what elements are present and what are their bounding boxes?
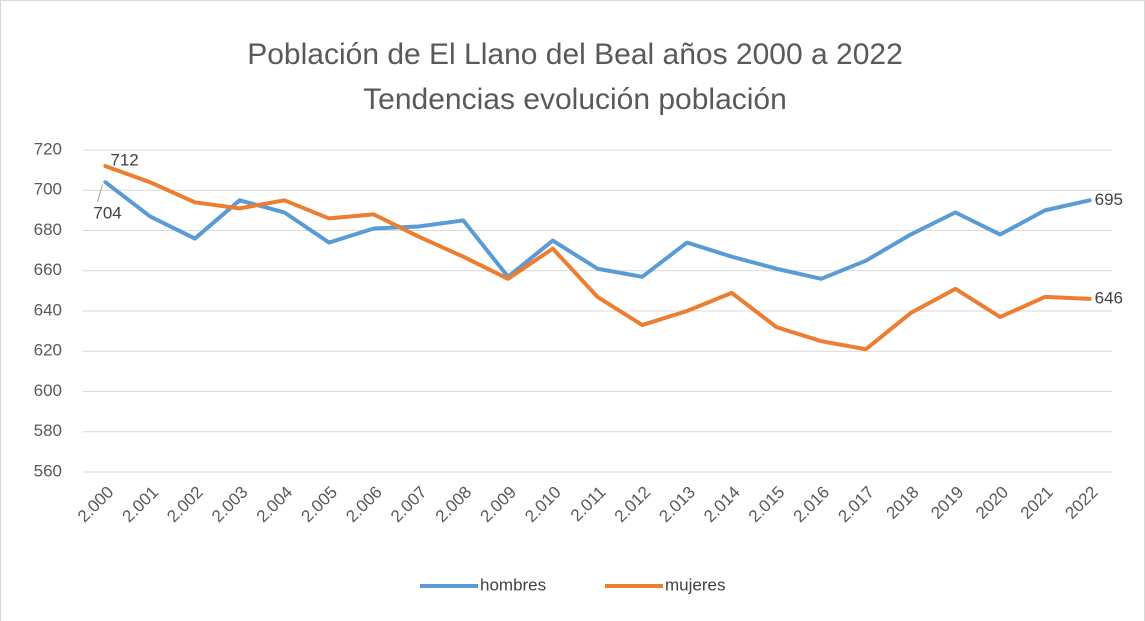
legend-label: mujeres [665, 575, 725, 594]
legend-label: hombres [480, 575, 546, 594]
label-leader [96, 185, 103, 203]
y-tick-label: 700 [34, 180, 62, 199]
chart-title: Población de El Llano del Beal años 2000… [247, 38, 903, 71]
data-line [103, 164, 1092, 352]
data-label: 704 [93, 204, 121, 223]
y-tick-label: 580 [34, 421, 62, 440]
data-label: 695 [1095, 190, 1123, 209]
y-tick-label: 600 [34, 381, 62, 400]
y-tick-label: 640 [34, 300, 62, 319]
chart-subtitle: Tendencias evolución población [363, 83, 787, 116]
data-line [103, 180, 1092, 281]
y-tick-label: 680 [34, 220, 62, 239]
y-tick-label: 660 [34, 260, 62, 279]
data-label: 646 [1095, 288, 1123, 307]
y-tick-label: 720 [34, 139, 62, 158]
y-tick-label: 620 [34, 341, 62, 360]
data-label: 712 [110, 151, 138, 170]
y-tick-label: 560 [34, 461, 62, 480]
